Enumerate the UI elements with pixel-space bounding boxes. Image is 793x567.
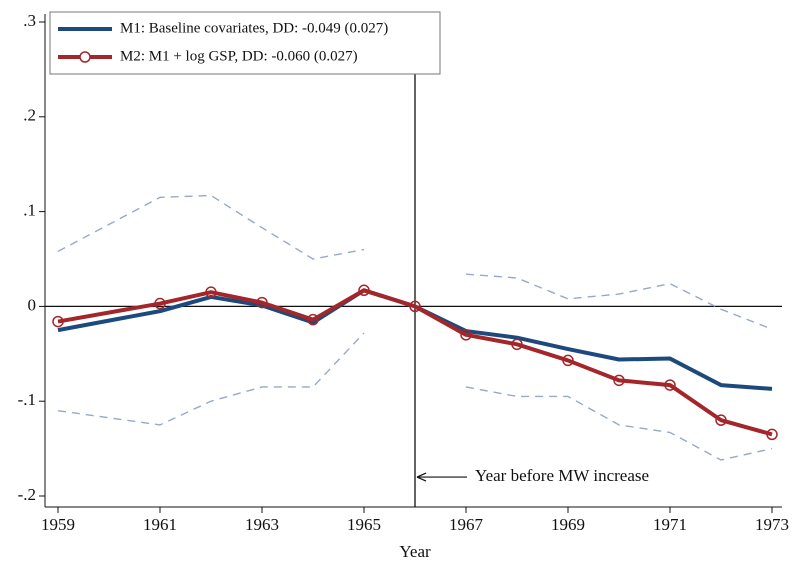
marker	[511, 338, 523, 351]
x-tick-label: 1961	[143, 515, 177, 534]
marker	[154, 297, 166, 310]
legend-box	[49, 11, 441, 75]
annotation: Year before MW increase	[475, 466, 649, 485]
y-tick-label: -.2	[18, 485, 36, 504]
marker	[409, 300, 421, 313]
marker	[766, 428, 778, 441]
legend-label: M1: Baseline covariates, DD: -0.049 (0.0…	[120, 20, 388, 36]
y-tick-label: .3	[23, 11, 36, 30]
y-tick-label: -.1	[18, 390, 36, 409]
y-tick-label: .2	[23, 106, 36, 125]
x-tick-label: 1965	[347, 515, 381, 534]
confidence-line	[57, 332, 773, 461]
x-tick-label: 1971	[653, 515, 687, 534]
marker	[715, 414, 727, 426]
marker	[664, 379, 676, 391]
marker	[613, 374, 625, 387]
marker	[205, 286, 217, 298]
annotation-arrowhead	[416, 472, 427, 482]
x-tick-label: 1967	[449, 515, 484, 534]
confidence-line	[57, 194, 773, 330]
x-tick-label: 1973	[755, 515, 789, 534]
x-tick-label: 1963	[245, 515, 279, 534]
marker	[358, 284, 370, 297]
x-tick-label: 1959	[41, 515, 75, 534]
marker	[460, 329, 472, 341]
marker	[52, 315, 64, 328]
legend-marker	[79, 51, 91, 63]
y-tick-label: .1	[23, 201, 36, 220]
marker	[256, 296, 268, 309]
marker	[562, 354, 574, 367]
y-tick-label: 0	[28, 295, 37, 314]
legend-label: M2: M1 + log GSP, DD: -0.060 (0.027)	[120, 48, 358, 64]
x-tick-label: 1969	[551, 515, 585, 534]
x-axis-label: Year	[399, 542, 431, 561]
series-line	[57, 288, 773, 437]
marker	[307, 313, 319, 326]
